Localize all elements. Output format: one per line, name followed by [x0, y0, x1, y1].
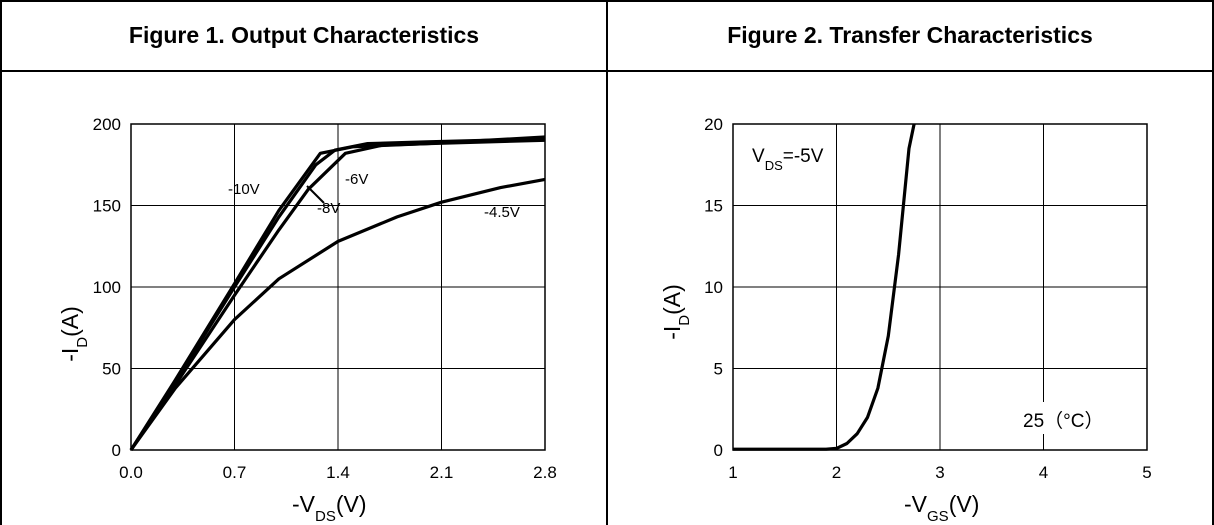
series-line-1	[129, 137, 546, 451]
label-8v-leader	[306, 185, 325, 204]
chart1-ticks: 0.0 0.7 1.4 2.1 2.8 0 50 100 150 200	[93, 115, 557, 482]
chart2-series	[733, 123, 916, 451]
chart2-grid	[733, 124, 1147, 450]
y-tick-label: 100	[93, 278, 121, 297]
label-6v: -6V	[345, 171, 368, 188]
chart1-series	[129, 135, 546, 451]
x-tick-label: 2.8	[533, 463, 557, 482]
label-4-5v: -4.5V	[484, 204, 520, 221]
y-tick-label: 200	[93, 115, 121, 134]
x-tick-label: 2	[832, 463, 841, 482]
y-tick-label: 0	[112, 441, 121, 460]
temp-label-bg	[1018, 402, 1118, 434]
x-tick-label: 3	[935, 463, 944, 482]
chart2-plot-frame	[732, 123, 1148, 451]
x-tick-label: 0.0	[119, 463, 143, 482]
series-line-2	[129, 138, 546, 451]
output-characteristics-chart: 0.0 0.7 1.4 2.1 2.8 0 50 100 150 200 -10V -8V -6V…	[57, 115, 557, 525]
chart1-grid	[131, 124, 545, 450]
chart1-ylabel: -ID(A)	[57, 306, 91, 362]
y-tick-label: 15	[704, 197, 723, 216]
temp-annotation: 25（°C）	[1023, 410, 1103, 432]
figure-2-title: Figure 2. Transfer Characteristics	[727, 21, 1093, 48]
chart2-ticks: 1 2 3 4 5 0 5 10 15 20	[704, 115, 1152, 482]
transfer-characteristics-chart: 1 2 3 4 5 0 5 10 15 20 VDS=-5V 25（°C） -VGS(V) -ID…	[659, 115, 1152, 525]
chart1-plot-frame	[130, 123, 546, 451]
series-line-0	[733, 123, 916, 451]
table-border-left	[0, 0, 2, 525]
chart2-ylabel: -ID(A)	[659, 284, 693, 340]
vds-annotation: VDS=-5V	[752, 146, 824, 173]
x-tick-label: 1.4	[326, 463, 350, 482]
chart2-xlabel: -VGS(V)	[904, 491, 979, 525]
x-tick-label: 1	[728, 463, 737, 482]
y-tick-label: 5	[714, 360, 723, 379]
x-tick-label: 0.7	[223, 463, 247, 482]
table-column-divider	[606, 0, 608, 525]
y-tick-label: 10	[704, 278, 723, 297]
x-tick-label: 4	[1039, 463, 1048, 482]
x-tick-label: 2.1	[430, 463, 454, 482]
x-tick-label: 5	[1142, 463, 1151, 482]
label-8v: -8V	[317, 200, 340, 217]
vds-label-bg	[748, 138, 833, 168]
y-tick-label: 150	[93, 197, 121, 216]
y-tick-label: 50	[102, 360, 121, 379]
figure-1-title: Figure 1. Output Characteristics	[128, 21, 480, 48]
chart1-xlabel: -VDS(V)	[292, 491, 367, 525]
label-10v: -10V	[228, 181, 260, 198]
y-tick-label: 20	[704, 115, 723, 134]
y-tick-label: 0	[714, 441, 723, 460]
table-border-right	[1212, 0, 1214, 525]
series-line-3	[129, 177, 546, 451]
